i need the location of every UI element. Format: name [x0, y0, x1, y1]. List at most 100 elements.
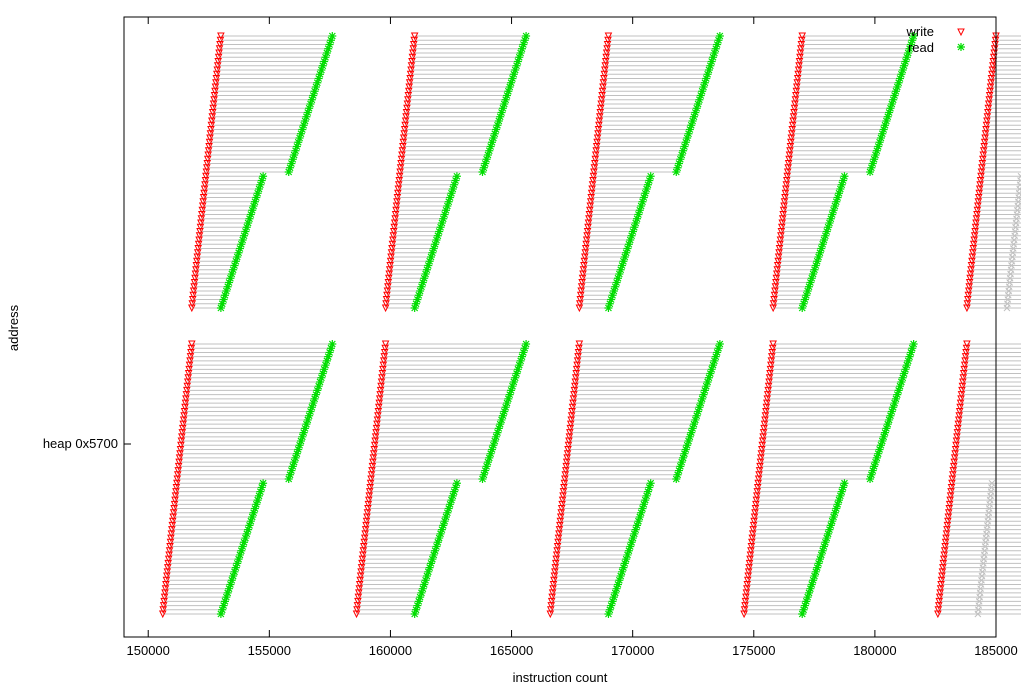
- write-point: [397, 160, 405, 168]
- read-point: [627, 538, 636, 547]
- read-point: [683, 441, 692, 450]
- write-point: [556, 521, 564, 530]
- read-point: [417, 282, 426, 291]
- read-point: [226, 274, 235, 283]
- write-point: [183, 382, 192, 391]
- write-point: [596, 104, 605, 113]
- read-point: [641, 189, 650, 198]
- read-point: [432, 542, 441, 551]
- read-point: [635, 512, 644, 521]
- write-point: [790, 109, 798, 117]
- read-point: [416, 593, 425, 602]
- read-point: [673, 470, 682, 479]
- read-point: [222, 593, 231, 602]
- write-point: [360, 538, 369, 547]
- read-point: [713, 40, 722, 49]
- write-point: [796, 49, 805, 58]
- write-point: [755, 467, 764, 475]
- write-point: [199, 194, 208, 202]
- read-point: [828, 210, 837, 219]
- read-point: [253, 189, 262, 198]
- write-point: [785, 155, 793, 164]
- write-point: [758, 437, 767, 446]
- write-point: [184, 370, 193, 378]
- write-point: [396, 164, 405, 172]
- write-point: [208, 113, 217, 121]
- read-point: [803, 287, 812, 295]
- write-point: [580, 257, 589, 266]
- read-point: [685, 125, 694, 134]
- read-point: [410, 304, 419, 312]
- read-point: [447, 496, 456, 505]
- read-point: [875, 445, 884, 454]
- write-point: [205, 138, 214, 147]
- read-point: [427, 559, 436, 568]
- read-point: [252, 193, 261, 202]
- write-point: [603, 41, 612, 49]
- read-point: [439, 214, 448, 223]
- write-point: [394, 185, 403, 194]
- write-point: [756, 462, 764, 471]
- read-point: [867, 470, 876, 479]
- read-point: [414, 597, 423, 606]
- write-point: [400, 130, 409, 138]
- read-point: [807, 274, 816, 283]
- write-point: [769, 340, 777, 349]
- write-point: [179, 420, 188, 429]
- read-point: [832, 197, 841, 206]
- write-point: [934, 606, 943, 614]
- read-point: [615, 270, 624, 278]
- read-point: [833, 500, 842, 509]
- write-point: [387, 249, 396, 257]
- write-point: [767, 361, 775, 370]
- write-point: [964, 291, 973, 300]
- write-point: [743, 580, 752, 589]
- write-point: [550, 572, 559, 581]
- read-point: [237, 546, 246, 555]
- read-point: [294, 138, 303, 147]
- read-point: [238, 542, 247, 551]
- x-tick-label: 175000: [732, 643, 775, 658]
- write-point: [746, 551, 755, 560]
- write-point: [193, 253, 202, 262]
- write-point: [748, 534, 757, 543]
- write-point: [988, 66, 997, 75]
- read-point: [822, 534, 831, 543]
- write-point: [402, 109, 411, 117]
- write-point: [187, 344, 196, 353]
- write-point: [963, 300, 972, 308]
- read-point: [313, 386, 322, 395]
- read-point: [307, 403, 316, 412]
- write-point: [597, 100, 605, 109]
- read-point: [626, 236, 635, 244]
- read-point: [505, 83, 514, 91]
- write-point: [405, 83, 414, 92]
- write-point: [216, 36, 225, 45]
- write-point: [161, 585, 170, 593]
- write-point: [214, 58, 222, 66]
- write-point: [398, 151, 406, 160]
- read-point: [286, 163, 295, 172]
- read-point: [817, 244, 826, 253]
- read-point: [303, 108, 312, 117]
- read-point: [326, 344, 335, 353]
- write-point: [986, 83, 995, 92]
- read-point: [800, 295, 809, 304]
- legend-label-read: read: [908, 40, 934, 55]
- write-point: [374, 412, 382, 420]
- read-point: [613, 580, 622, 589]
- write-point: [172, 488, 180, 496]
- write-point: [389, 232, 398, 240]
- read-point: [618, 567, 627, 576]
- read-point: [612, 584, 621, 593]
- write-point: [186, 357, 194, 365]
- read-point: [900, 61, 909, 70]
- x-tick-label: 170000: [611, 643, 654, 658]
- read-point: [879, 432, 888, 441]
- write-point: [765, 374, 774, 382]
- read-point: [418, 278, 427, 287]
- read-point: [237, 240, 246, 249]
- write-point: [741, 602, 749, 610]
- write-point: [939, 555, 948, 564]
- write-point: [208, 109, 217, 117]
